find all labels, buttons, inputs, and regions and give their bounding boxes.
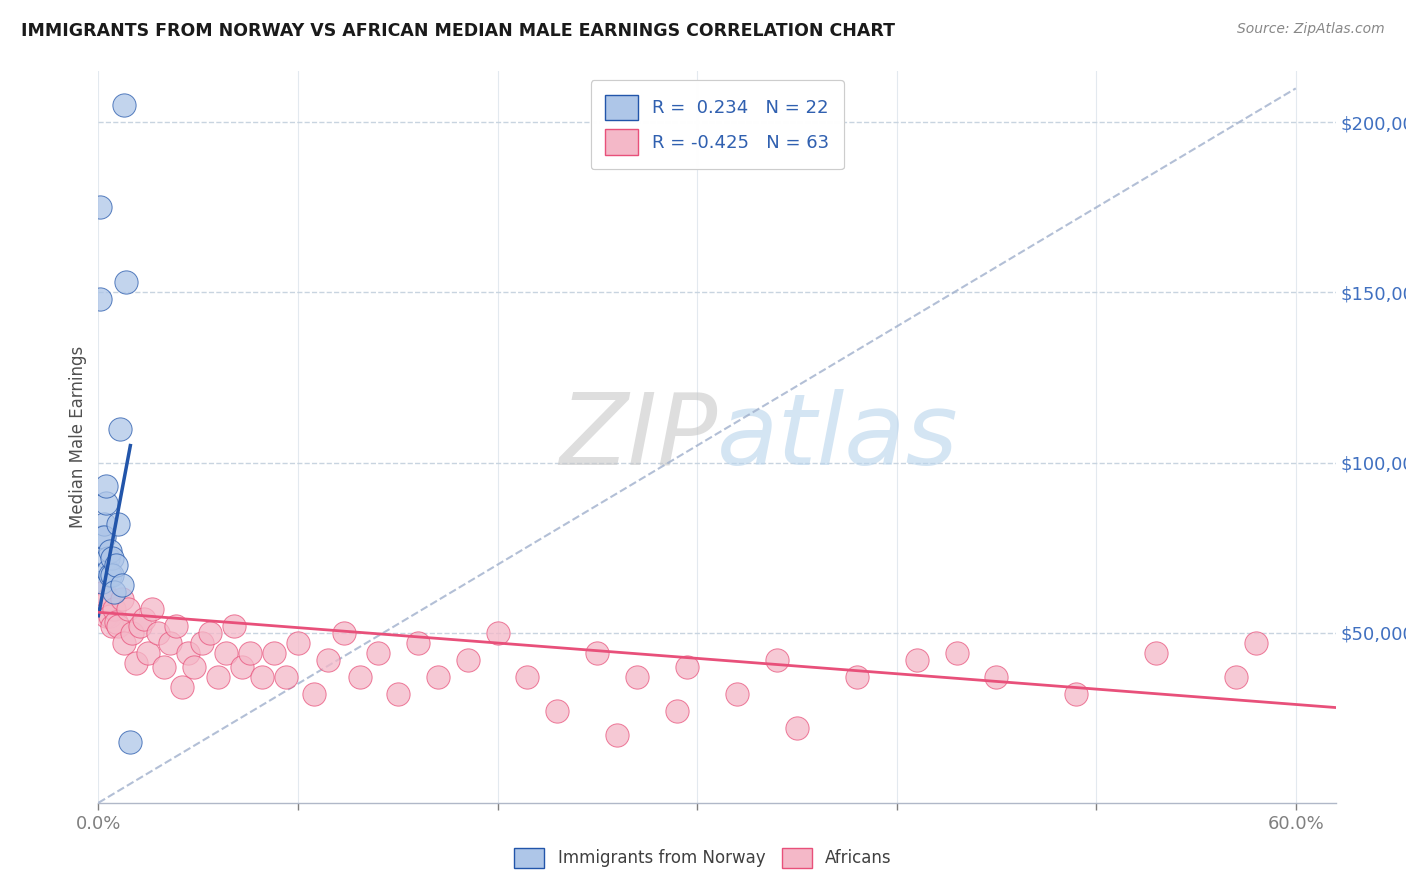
Point bbox=[945, 646, 967, 660]
Text: Source: ZipAtlas.com: Source: ZipAtlas.com bbox=[1237, 22, 1385, 37]
Point bbox=[516, 670, 538, 684]
Point bbox=[426, 670, 449, 684]
Point bbox=[96, 479, 118, 493]
Point bbox=[111, 578, 134, 592]
Point bbox=[136, 646, 159, 660]
Point bbox=[91, 531, 114, 545]
Point bbox=[101, 619, 124, 633]
Point bbox=[101, 567, 124, 582]
Point bbox=[263, 646, 285, 660]
Point bbox=[97, 550, 120, 565]
Point bbox=[666, 704, 689, 718]
Point bbox=[333, 625, 356, 640]
Point bbox=[120, 734, 142, 748]
Point bbox=[231, 659, 253, 673]
Point bbox=[250, 670, 273, 684]
Point bbox=[606, 728, 628, 742]
Point bbox=[183, 659, 205, 673]
Point bbox=[457, 653, 479, 667]
Point bbox=[96, 496, 118, 510]
Point bbox=[302, 687, 325, 701]
Point bbox=[316, 653, 339, 667]
Point bbox=[172, 680, 194, 694]
Point bbox=[112, 636, 135, 650]
Point bbox=[676, 659, 699, 673]
Point bbox=[129, 619, 152, 633]
Point bbox=[1144, 646, 1167, 660]
Point bbox=[91, 574, 114, 589]
Point bbox=[97, 591, 120, 606]
Point bbox=[115, 275, 138, 289]
Point bbox=[177, 646, 200, 660]
Point bbox=[766, 653, 789, 667]
Point bbox=[546, 704, 568, 718]
Y-axis label: Median Male Earnings: Median Male Earnings bbox=[69, 346, 87, 528]
Point bbox=[198, 625, 221, 640]
Text: ZIP: ZIP bbox=[558, 389, 717, 485]
Point bbox=[786, 721, 808, 735]
Point bbox=[367, 646, 389, 660]
Point bbox=[125, 657, 148, 671]
Point bbox=[105, 615, 128, 630]
Point bbox=[1064, 687, 1087, 701]
Point bbox=[111, 591, 134, 606]
Point bbox=[100, 567, 122, 582]
Point bbox=[141, 602, 163, 616]
Point bbox=[89, 293, 111, 307]
Point bbox=[101, 550, 124, 565]
Point bbox=[103, 585, 125, 599]
Point bbox=[159, 636, 181, 650]
Point bbox=[97, 565, 120, 579]
Point bbox=[110, 421, 132, 435]
Point bbox=[89, 201, 111, 215]
Point bbox=[100, 608, 122, 623]
Point bbox=[117, 602, 139, 616]
Point bbox=[986, 670, 1008, 684]
Point bbox=[103, 602, 125, 616]
Point bbox=[96, 608, 118, 623]
Point bbox=[845, 670, 868, 684]
Point bbox=[626, 670, 648, 684]
Point bbox=[486, 625, 509, 640]
Point bbox=[105, 558, 128, 572]
Legend: R =  0.234   N = 22, R = -0.425   N = 63: R = 0.234 N = 22, R = -0.425 N = 63 bbox=[591, 80, 844, 169]
Point bbox=[107, 619, 129, 633]
Point bbox=[406, 636, 429, 650]
Point bbox=[349, 670, 371, 684]
Text: IMMIGRANTS FROM NORWAY VS AFRICAN MEDIAN MALE EARNINGS CORRELATION CHART: IMMIGRANTS FROM NORWAY VS AFRICAN MEDIAN… bbox=[21, 22, 896, 40]
Point bbox=[93, 516, 115, 531]
Point bbox=[1244, 636, 1267, 650]
Point bbox=[93, 531, 115, 545]
Point bbox=[239, 646, 262, 660]
Point bbox=[207, 670, 229, 684]
Point bbox=[274, 670, 297, 684]
Point bbox=[121, 625, 143, 640]
Text: atlas: atlas bbox=[717, 389, 959, 485]
Point bbox=[191, 636, 214, 650]
Point bbox=[148, 625, 170, 640]
Point bbox=[586, 646, 609, 660]
Point bbox=[725, 687, 748, 701]
Point bbox=[287, 636, 309, 650]
Point bbox=[107, 516, 129, 531]
Point bbox=[224, 619, 246, 633]
Point bbox=[100, 544, 122, 558]
Point bbox=[1225, 670, 1247, 684]
Point bbox=[387, 687, 409, 701]
Point bbox=[112, 98, 135, 112]
Point bbox=[165, 619, 187, 633]
Point bbox=[153, 659, 176, 673]
Point bbox=[905, 653, 928, 667]
Legend: Immigrants from Norway, Africans: Immigrants from Norway, Africans bbox=[508, 841, 898, 875]
Point bbox=[93, 585, 115, 599]
Point bbox=[134, 612, 156, 626]
Point bbox=[215, 646, 238, 660]
